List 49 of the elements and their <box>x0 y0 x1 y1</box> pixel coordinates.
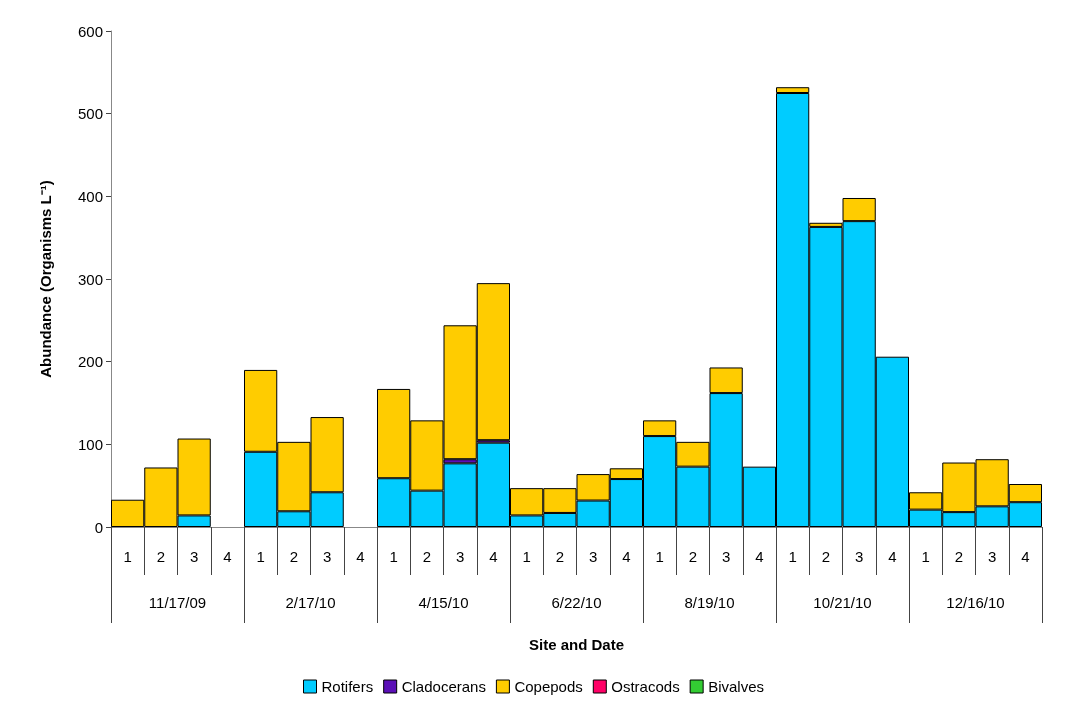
y-tick-label: 100 <box>77 435 103 453</box>
x-tick-label: 3 <box>721 548 731 565</box>
x-tick-label: 1 <box>522 548 531 565</box>
y-axis-title: Abundance (Organisms L⁻¹) <box>37 180 54 378</box>
legend-label: Cladocerans <box>401 678 486 695</box>
x-tick-label: 3 <box>322 548 332 565</box>
x-tick-label: 3 <box>854 548 864 565</box>
text: 11/17/09 <box>148 594 207 611</box>
y-tick-label: 200 <box>77 353 103 371</box>
x-axis-title: Site and Date <box>528 636 625 653</box>
y-tick-label: 600 <box>77 22 103 40</box>
x-tick-label: 2 <box>821 548 831 565</box>
x-tick-label: 1 <box>389 548 398 565</box>
x-tick-label: 4 <box>356 548 365 565</box>
legend-label: Rotifers <box>321 678 374 695</box>
x-tick-label: 3 <box>455 548 465 565</box>
x-tick-label: 4 <box>888 548 897 565</box>
x-tick-label: 4 <box>223 548 232 565</box>
x-tick-label: 3 <box>987 548 997 565</box>
legend-label: Ostracods <box>611 678 680 695</box>
legend-label: Copepods <box>514 678 583 695</box>
x-tick-label: 3 <box>189 548 199 565</box>
legend-label: Bivalves <box>708 678 764 695</box>
x-tick-label: 3 <box>588 548 598 565</box>
x-tick-label: 2 <box>289 548 299 565</box>
x-tick-label: 4 <box>622 548 631 565</box>
x-tick-label: 1 <box>123 548 132 565</box>
text: 10/21/10 <box>813 594 872 611</box>
text: 4/15/10 <box>418 594 469 611</box>
x-tick-label: 2 <box>954 548 964 565</box>
y-tick-label: 0 <box>94 518 103 536</box>
y-tick-label: 400 <box>77 187 103 205</box>
text: 8/19/10 <box>684 594 735 611</box>
x-tick-label: 4 <box>489 548 498 565</box>
x-tick-label: 4 <box>755 548 764 565</box>
text: 2/17/10 <box>285 594 336 611</box>
x-tick-label: 2 <box>156 548 166 565</box>
x-tick-label: 4 <box>1021 548 1030 565</box>
x-tick-label: 2 <box>688 548 698 565</box>
x-tick-label: 1 <box>256 548 265 565</box>
y-tick-label: 500 <box>77 105 103 123</box>
text: 6/22/10 <box>551 594 602 611</box>
x-tick-label: 2 <box>422 548 432 565</box>
x-tick-label: 2 <box>555 548 565 565</box>
x-tick-label: 1 <box>788 548 797 565</box>
x-tick-label: 1 <box>655 548 664 565</box>
y-tick-label: 300 <box>77 270 103 288</box>
text: 12/16/10 <box>946 594 1005 611</box>
x-tick-label: 1 <box>921 548 930 565</box>
